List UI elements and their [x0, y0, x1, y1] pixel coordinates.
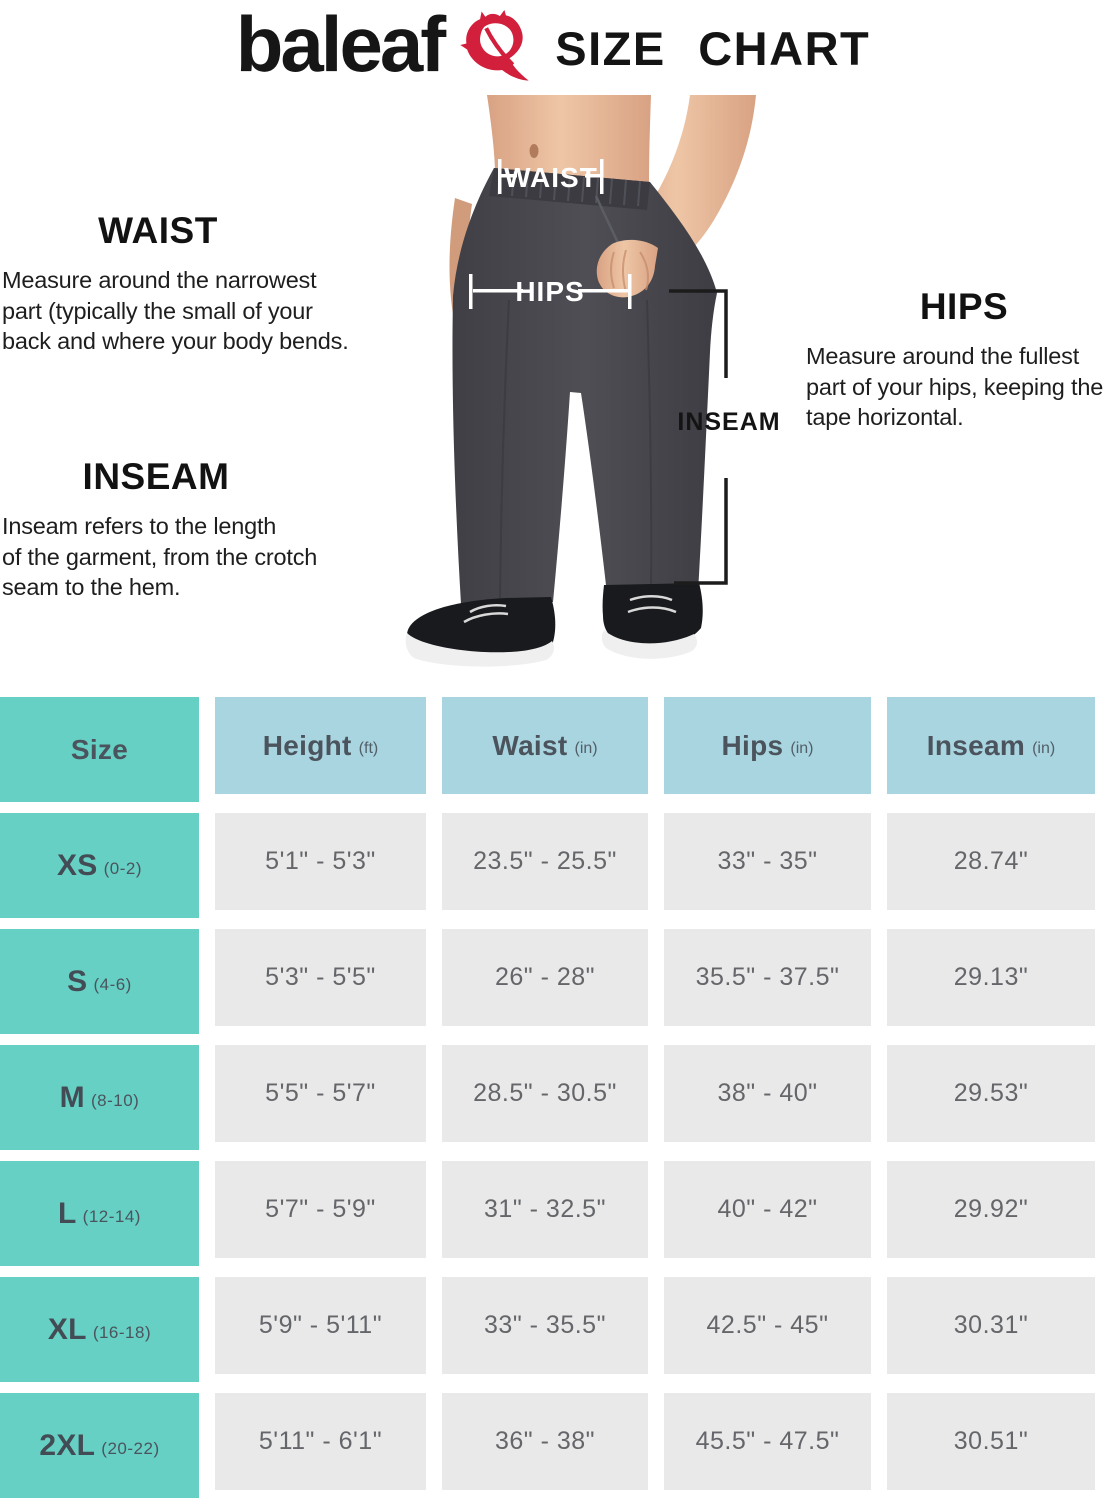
- left-shoe-laces: [463, 604, 509, 624]
- left-shoe: [407, 597, 556, 659]
- inseam-cell: 30.31": [887, 1277, 1095, 1374]
- column-header-waist-label: Waist: [492, 729, 568, 761]
- brand-logo-text: baleaf: [235, 0, 446, 88]
- column-header-waist-unit: (in): [574, 739, 598, 757]
- column-header-inseam-label: Inseam: [926, 729, 1026, 761]
- torso: [487, 95, 651, 183]
- waist-cell: 23.5" - 25.5": [442, 813, 648, 910]
- height-cell: 5'5" - 5'7": [215, 1045, 426, 1142]
- hips-guide-description: Measure around the fullest part of your …: [806, 343, 1104, 431]
- size-label: M: [59, 1080, 85, 1114]
- size-cell: M (8-10): [0, 1045, 199, 1150]
- size-label: 2XL: [39, 1428, 96, 1462]
- right-shoe-laces: [627, 595, 677, 614]
- hips-cell: 42.5" - 45": [664, 1277, 871, 1374]
- model-figure: WAIST HIPS INSEAM: [380, 95, 800, 695]
- hips-cell: 33" - 35": [664, 813, 871, 910]
- hips-cell: 38" - 40": [664, 1045, 871, 1142]
- size-cell: L (12-14): [0, 1161, 199, 1266]
- column-header-hips-label: Hips: [721, 729, 784, 761]
- waist-measure-line: [498, 159, 604, 194]
- column-header-waist: Waist (in): [442, 697, 648, 794]
- waist-guide: WAIST Measure around the narrowest part …: [2, 210, 374, 357]
- size-cell: XS (0-2): [0, 813, 199, 918]
- hips-measure-line: [469, 274, 632, 309]
- inseam-measure-label: INSEAM: [677, 408, 780, 436]
- waist-cell: 31" - 32.5": [442, 1161, 648, 1258]
- size-range-label: (0-2): [103, 859, 143, 878]
- inseam-cell: 30.51": [887, 1393, 1095, 1490]
- waist-guide-heading: WAIST: [98, 210, 218, 251]
- size-label: XL: [47, 1312, 87, 1346]
- inseam-guide: INSEAM Inseam refers to the length of th…: [2, 456, 354, 603]
- inseam-cell: 29.92": [887, 1161, 1095, 1258]
- navel: [529, 144, 539, 158]
- column-header-size: Size: [0, 697, 199, 802]
- waist-cell: 36" - 38": [442, 1393, 648, 1490]
- inseam-cell: 29.53": [887, 1045, 1095, 1142]
- waist-measure-label: WAIST: [504, 162, 598, 193]
- size-range-label: (16-18): [92, 1323, 152, 1342]
- column-header-size-label: Size: [70, 733, 129, 765]
- right-shoe-sole: [601, 630, 698, 659]
- inseam-guide-description: Inseam refers to the length of the garme…: [2, 513, 318, 601]
- column-header-height-label: Height: [262, 729, 352, 761]
- finger-lines: [610, 249, 649, 293]
- height-cell: 5'3" - 5'5": [215, 929, 426, 1026]
- hips-measure-label: HIPS: [515, 276, 584, 307]
- left-leg-crease: [499, 299, 510, 602]
- size-cell: 2XL (20-22): [0, 1393, 199, 1498]
- size-range-label: (8-10): [90, 1091, 140, 1110]
- size-label: S: [67, 964, 88, 998]
- waist-cell: 28.5" - 30.5": [442, 1045, 648, 1142]
- size-cell: S (4-6): [0, 929, 199, 1034]
- hips-guide-heading: HIPS: [919, 286, 1009, 327]
- height-cell: 5'1" - 5'3": [215, 813, 426, 910]
- waist-guide-description: Measure around the narrowest part (typic…: [2, 267, 349, 355]
- column-header-height-unit: (ft): [358, 739, 379, 757]
- hips-cell: 40" - 42": [664, 1161, 871, 1258]
- leaf-logo-icon: [455, 6, 531, 90]
- hips-cell: 35.5" - 37.5": [664, 929, 871, 1026]
- size-range-label: (4-6): [93, 975, 132, 994]
- left-shoe-sole: [405, 633, 554, 667]
- waist-cell: 33" - 35.5": [442, 1277, 648, 1374]
- height-cell: 5'9" - 5'11": [215, 1277, 426, 1374]
- column-header-hips: Hips (in): [664, 697, 871, 794]
- column-header-inseam-unit: (in): [1032, 739, 1056, 757]
- size-label: XS: [56, 848, 98, 882]
- waist-cell: 26" - 28": [442, 929, 648, 1026]
- right-leg-crease: [646, 299, 653, 591]
- page-title: SIZE CHART: [555, 21, 871, 75]
- size-range-label: (12-14): [82, 1207, 141, 1226]
- size-label: L: [58, 1196, 77, 1230]
- inseam-cell: 29.13": [887, 929, 1095, 1026]
- size-cell: XL (16-18): [0, 1277, 199, 1382]
- inseam-bracket: [669, 289, 728, 585]
- column-header-inseam: Inseam (in): [887, 697, 1095, 794]
- size-range-label: (20-22): [101, 1439, 160, 1458]
- height-cell: 5'11" - 6'1": [215, 1393, 426, 1490]
- right-shoe: [602, 583, 703, 650]
- header: baleaf SIZE CHART: [0, 0, 1106, 96]
- inseam-guide-heading: INSEAM: [82, 456, 230, 497]
- size-table: Size Height (ft) Waist (in) Hips (in) In…: [0, 697, 1097, 1498]
- hips-guide: HIPS Measure around the fullest part of …: [806, 286, 1106, 433]
- hips-cell: 45.5" - 47.5": [664, 1393, 871, 1490]
- height-cell: 5'7" - 5'9": [215, 1161, 426, 1258]
- sweatpants: [452, 168, 717, 604]
- column-header-height: Height (ft): [215, 697, 426, 794]
- inseam-cell: 28.74": [887, 813, 1095, 910]
- column-header-hips-unit: (in): [790, 739, 814, 757]
